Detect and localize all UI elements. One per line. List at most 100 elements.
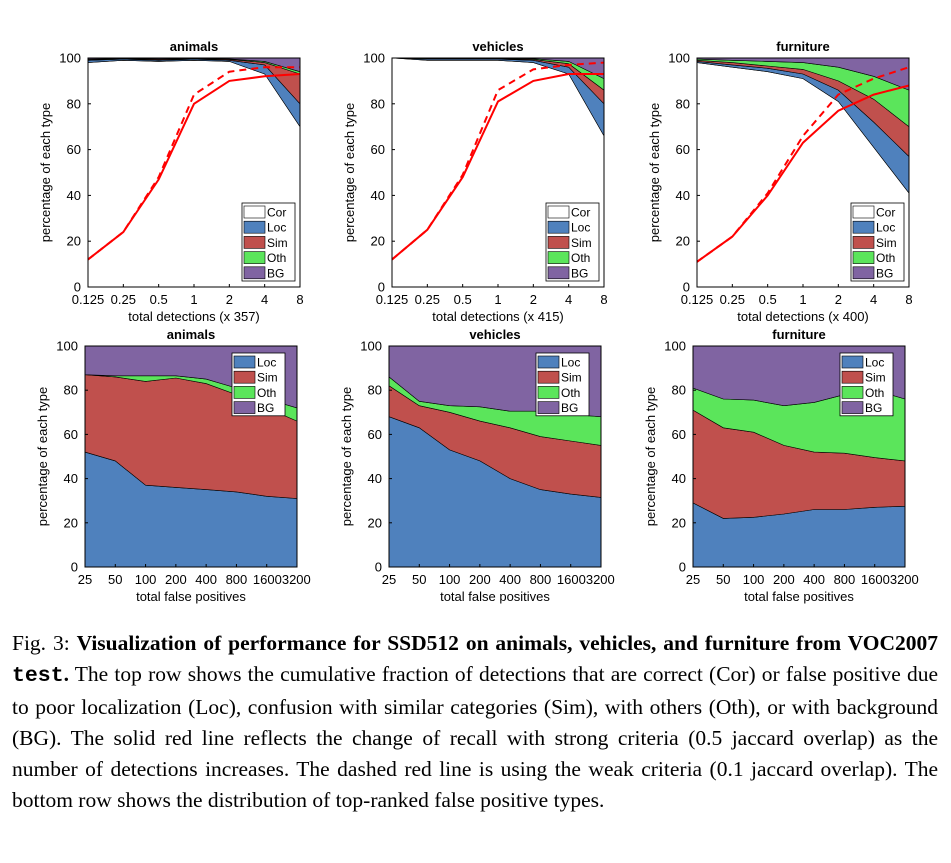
y-tick-label: 20 (676, 234, 690, 249)
x-tick-label: 100 (439, 572, 461, 587)
y-tick-label: 40 (368, 471, 382, 486)
legend-label-loc: Loc (876, 221, 895, 235)
legend-label-sim: Sim (267, 236, 288, 250)
y-tick-label: 60 (672, 427, 686, 442)
legend-swatch-bg (233, 401, 256, 414)
x-tick-label: 200 (773, 572, 795, 587)
y-tick-label: 80 (67, 96, 81, 111)
x-tick-label: 25 (686, 572, 700, 587)
legend-swatch-bg (537, 401, 560, 414)
x-tick-label: 25 (78, 572, 92, 587)
legend-label-cor: Cor (571, 206, 590, 220)
x-axis-label: total false positives (136, 589, 246, 604)
y-tick-label: 0 (378, 280, 385, 295)
legend-label-cor: Cor (876, 206, 895, 220)
y-tick-label: 0 (375, 560, 382, 575)
caption-title: Visualization of performance for SSD512 … (76, 631, 939, 655)
y-axis-label: percentage of each type (643, 387, 658, 527)
y-tick-label: 0 (679, 560, 686, 575)
plot-frame (84, 345, 298, 568)
y-tick-label: 20 (67, 234, 81, 249)
y-axis-label: percentage of each type (35, 387, 50, 527)
legend-swatch-bg (852, 266, 875, 280)
x-tick-label: 200 (469, 572, 491, 587)
panel-title: furniture (776, 39, 829, 54)
legend-swatch-bg (243, 266, 266, 280)
legend-swatch-loc (233, 355, 256, 369)
x-tick-label: 4 (870, 292, 877, 307)
recall-line-strong (696, 84, 910, 263)
y-tick-label: 0 (74, 280, 81, 295)
x-tick-label: 50 (716, 572, 730, 587)
recall-line-weak (391, 61, 605, 261)
legend-swatch-oth (243, 251, 266, 264)
x-tick-label: 4 (261, 292, 268, 307)
y-tick-label: 20 (371, 234, 385, 249)
y-tick-label: 40 (672, 471, 686, 486)
y-tick-label: 100 (664, 339, 686, 354)
legend-label-loc: Loc (257, 356, 276, 370)
legend-label-loc: Loc (561, 356, 580, 370)
recall-line-strong (87, 73, 301, 261)
x-tick-label: 16003200 (557, 572, 615, 587)
caption-label: Fig. 3: (12, 631, 70, 655)
x-axis-label: total false positives (744, 589, 854, 604)
x-tick-label: 0.125 (72, 292, 105, 307)
x-tick-label: 0.25 (415, 292, 440, 307)
x-tick-label: 800 (834, 572, 856, 587)
legend-swatch-cor (243, 205, 266, 219)
x-tick-label: 400 (195, 572, 217, 587)
chart-panel-bottom-vehicles: 0 20 40 60 80 100 25 50 100 200 400 800 16003200 vehi… (339, 327, 615, 604)
y-tick-label: 80 (64, 383, 78, 398)
x-tick-label: 2 (530, 292, 537, 307)
legend-label-sim: Sim (257, 371, 278, 385)
chart-panel-top-vehicles: 0 20 40 60 80 100 0.125 0.25 0.5 1 2 4 8 vehicles tota… (342, 39, 608, 324)
legend-swatch-sim (547, 236, 570, 249)
x-tick-label: 1 (799, 292, 806, 307)
y-axis-label: percentage of each type (647, 103, 662, 243)
legend-label-sim: Sim (865, 371, 886, 385)
legend-swatch-sim (537, 370, 560, 384)
panel-title: furniture (772, 327, 825, 342)
y-tick-label: 0 (683, 280, 690, 295)
legend-label-loc: Loc (267, 221, 286, 235)
y-tick-label: 100 (360, 339, 382, 354)
legend-swatch-bg (841, 401, 864, 414)
figure-caption: Fig. 3: Visualization of performance for… (12, 628, 938, 816)
legend-label-bg: BG (267, 266, 284, 280)
legend-swatch-bg (547, 266, 570, 280)
panel-title: vehicles (472, 39, 523, 54)
y-tick-label: 40 (371, 188, 385, 203)
y-tick-label: 80 (371, 96, 385, 111)
x-tick-label: 2 (226, 292, 233, 307)
chart-panel-bottom-furniture: 0 20 40 60 80 100 25 50 100 200 400 800 16003200 furn… (643, 327, 919, 604)
legend-swatch-oth (537, 386, 560, 399)
x-axis-label: total detections (x 357) (128, 309, 260, 324)
legend-label-loc: Loc (571, 221, 590, 235)
y-tick-label: 80 (368, 383, 382, 398)
legend-swatch-loc (243, 220, 266, 234)
caption-title-end: . (63, 662, 69, 686)
y-tick-label: 60 (368, 427, 382, 442)
x-tick-label: 0.25 (720, 292, 745, 307)
legend-label-sim: Sim (561, 371, 582, 385)
x-tick-label: 800 (226, 572, 248, 587)
x-tick-label: 4 (565, 292, 572, 307)
x-tick-label: 0.25 (111, 292, 136, 307)
plot-frame (692, 345, 906, 568)
x-tick-label: 8 (905, 292, 912, 307)
plot-frame (388, 345, 602, 568)
recall-line-strong (391, 73, 604, 261)
y-tick-label: 20 (672, 515, 686, 530)
x-tick-label: 100 (135, 572, 157, 587)
x-tick-label: 8 (296, 292, 303, 307)
x-tick-label: 16003200 (861, 572, 919, 587)
y-tick-label: 20 (64, 515, 78, 530)
y-tick-label: 100 (363, 51, 385, 66)
x-axis-label: total false positives (440, 589, 550, 604)
